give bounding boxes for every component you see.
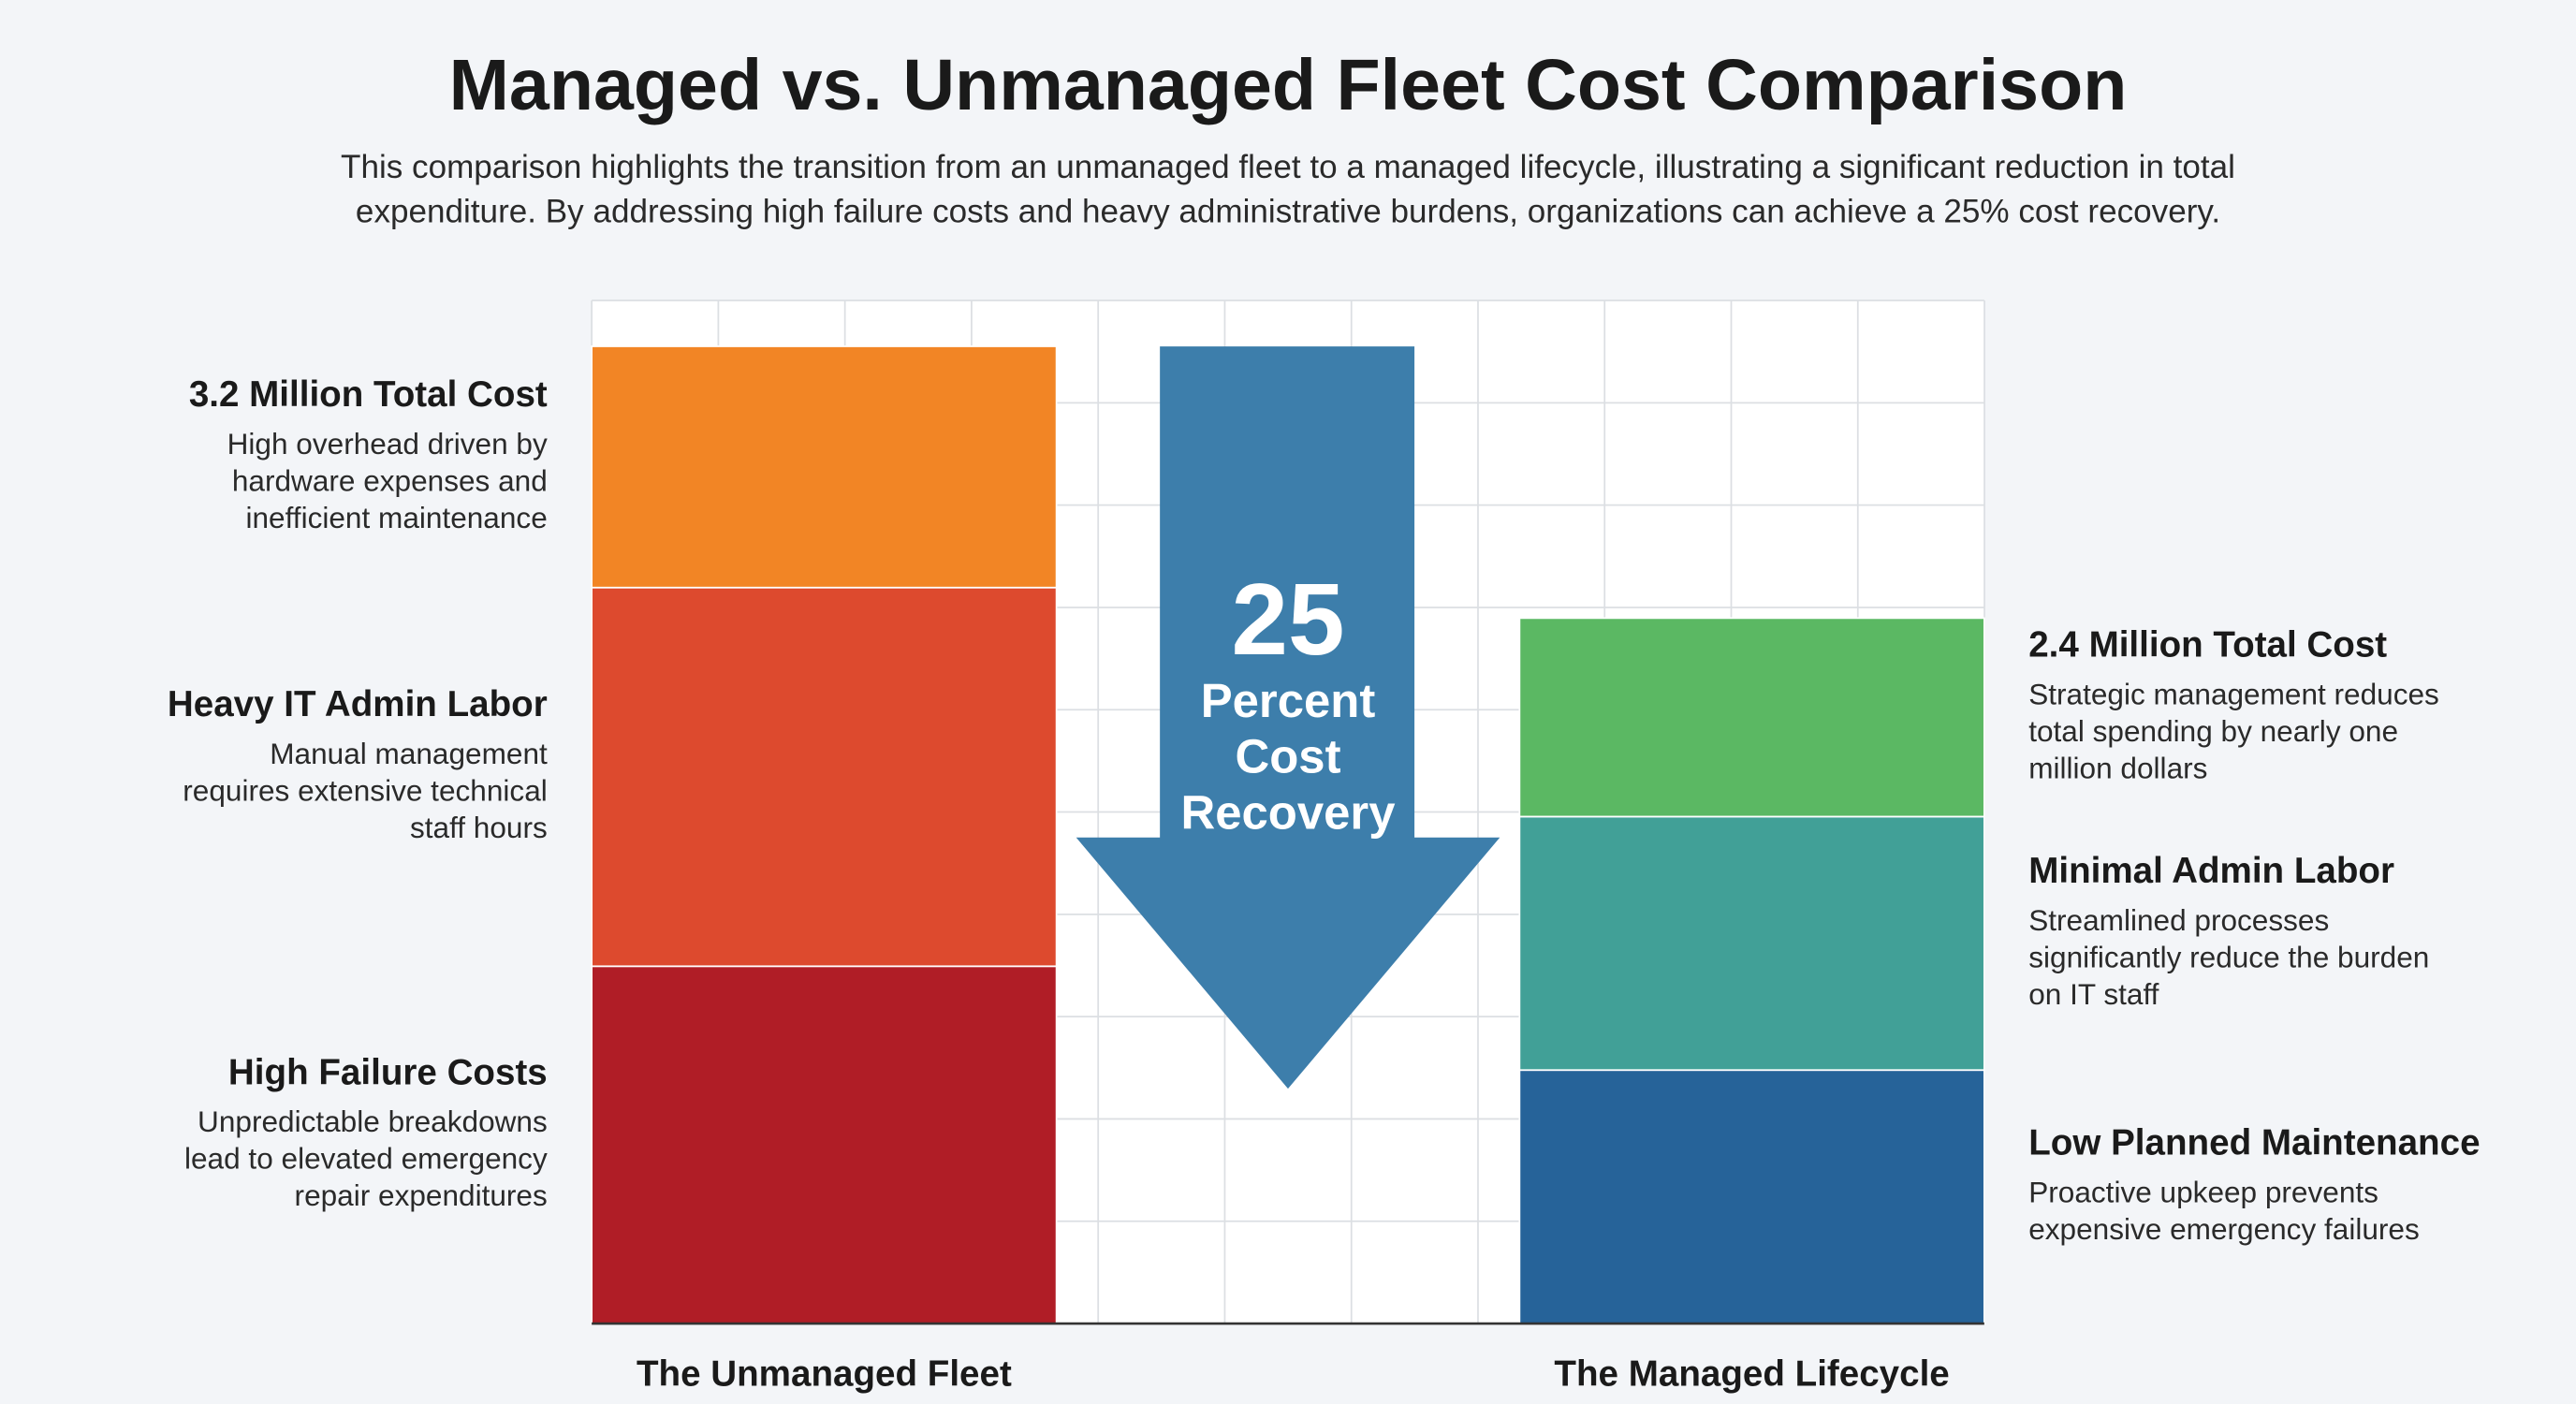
bar-segment (591, 345, 1058, 589)
segment-title: Minimal Admin Labor (2028, 851, 2394, 891)
segment-description: expensive emergency failures (2028, 1212, 2420, 1246)
annotation-number: 25 (1232, 563, 1345, 677)
x-category-label: The Managed Lifecycle (1554, 1353, 1949, 1394)
bar-segment (591, 965, 1058, 1324)
recovery-arrow (1076, 346, 1500, 1090)
segment-description: on IT staff (2028, 977, 2159, 1011)
bar-segment (1518, 815, 1985, 1072)
x-category-label: The Unmanaged Fleet (637, 1353, 1012, 1394)
bar-segment (1518, 617, 1985, 818)
segment-title: High Failure Costs (228, 1052, 548, 1092)
segment-description: requires extensive technical (183, 773, 547, 807)
segment-title: Low Planned Maintenance (2028, 1123, 2480, 1163)
segment-description: Unpredictable breakdowns (198, 1104, 548, 1138)
segment-description: inefficient maintenance (245, 501, 547, 534)
marks (591, 345, 1985, 1325)
segment-description: Strategic management reduces (2028, 677, 2439, 710)
segment-description: High overhead driven by (227, 427, 548, 461)
segment-title: Heavy IT Admin Labor (168, 684, 548, 724)
subtitle: This comparison highlights the transitio… (341, 149, 2235, 185)
segment-description: million dollars (2028, 751, 2207, 784)
segment-description: hardware expenses and (232, 463, 548, 497)
segment-description: lead to elevated emergency (184, 1142, 548, 1176)
chart-title: Managed vs. Unmanaged Fleet Cost Compari… (449, 45, 2128, 125)
segment-description: repair expenditures (295, 1178, 548, 1212)
segment-description: total spending by nearly one (2028, 714, 2398, 748)
subtitle: expenditure. By addressing high failure … (356, 193, 2220, 229)
bar-segment (1518, 1069, 1985, 1324)
annotation-text: Recovery (1180, 785, 1396, 839)
segment-description: staff hours (410, 811, 548, 844)
bar-segment (591, 586, 1058, 968)
annotation-text: Cost (1235, 730, 1340, 783)
segment-description: Manual management (270, 737, 548, 770)
segment-title: 3.2 Million Total Cost (189, 374, 548, 415)
segment-description: Streamlined processes (2028, 903, 2329, 937)
segment-description: significantly reduce the burden (2028, 940, 2429, 973)
segment-title: 2.4 Million Total Cost (2028, 625, 2387, 665)
segment-description: Proactive upkeep prevents (2028, 1175, 2378, 1208)
annotation-text: Percent (1201, 674, 1376, 727)
